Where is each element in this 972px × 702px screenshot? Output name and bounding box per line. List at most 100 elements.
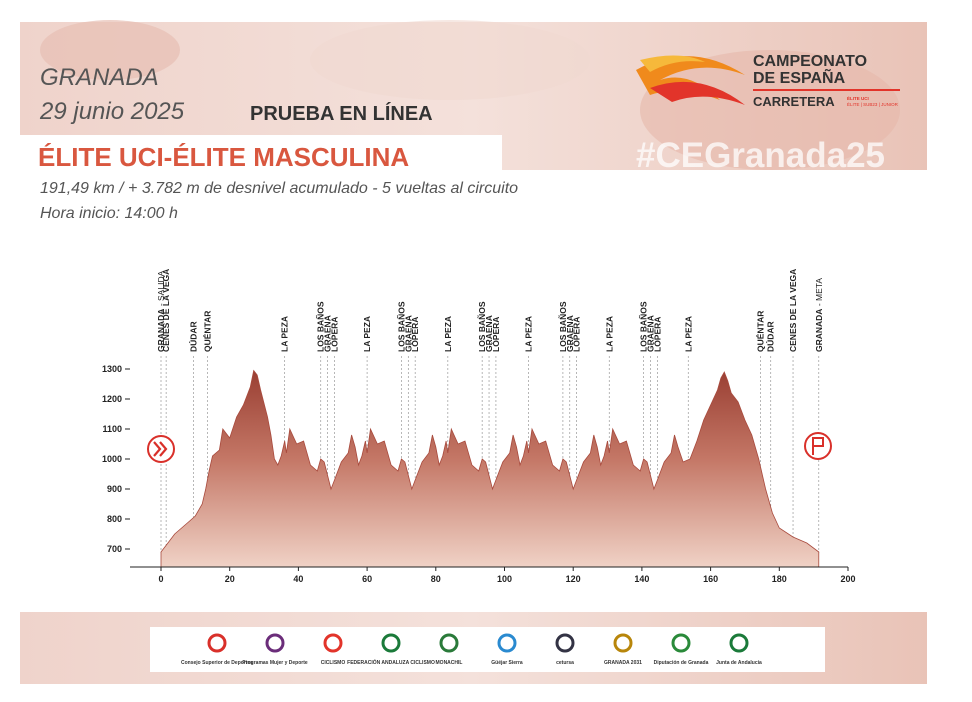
start-time: Hora inicio: 14:00 h [40, 205, 178, 222]
waypoint-name: CENES DE LA VEGA [788, 269, 798, 352]
waypoint-label: GRANADA - META [814, 278, 824, 352]
y-tick-label: 1200 [102, 394, 122, 404]
waypoint-label: LÓPERA [490, 317, 501, 352]
logo-caption: Consejo Superior de Deportes [181, 660, 253, 666]
waypoint-name: LOS BAÑOS [396, 301, 406, 352]
waypoint-note: SALIDA [156, 270, 166, 301]
waypoint-dash: - [814, 301, 824, 309]
y-tick-label: 1300 [102, 364, 122, 374]
logo-text: DE ESPAÑA [753, 67, 846, 87]
city: GRANADA [40, 64, 159, 91]
waypoint-name: DÚDAR [188, 321, 199, 352]
x-tick-label: 180 [772, 574, 787, 584]
waypoint-name: LA PEZA [443, 316, 453, 352]
waypoint-name: GRAENA [484, 315, 494, 352]
waypoint-label: LÓPERA [328, 317, 339, 352]
logo: CAMPEONATO DE ESPAÑA CARRETERA ÉLITE UCI… [636, 53, 900, 109]
finish-icon [804, 432, 832, 460]
y-tick-label: 1100 [102, 424, 122, 434]
waypoint-label: DÚDAR [765, 321, 776, 352]
waypoint-name: LOS BAÑOS [316, 301, 326, 352]
waypoint-label: LOS BAÑOS [558, 301, 568, 352]
logo-caption: FEDERACIÓN ANDALUZA CICLISMO [347, 658, 435, 666]
logo-mark [381, 633, 401, 653]
logo-mark [555, 633, 575, 653]
waypoint-name: LA PEZA [604, 316, 614, 352]
waypoint-name: GRANADA [156, 309, 166, 352]
waypoint-name: LOS BAÑOS [477, 301, 487, 352]
logo-mark [497, 633, 517, 653]
logo-swoosh [640, 55, 705, 72]
category: ÉLITE UCI-ÉLITE MASCULINA [38, 142, 409, 172]
waypoint-name: LÓPERA [409, 317, 420, 352]
logo-mark [265, 633, 285, 653]
waypoint-label: LA PEZA [280, 316, 290, 352]
waypoint-label: LOS BAÑOS [639, 301, 649, 352]
y-tick-label: 700 [107, 544, 122, 554]
x-tick-label: 120 [566, 574, 581, 584]
waypoint-name: LÓPERA [328, 317, 339, 352]
x-tick-label: 100 [497, 574, 512, 584]
waypoint-label: LÓPERA [571, 317, 582, 352]
x-tick-label: 0 [158, 574, 163, 584]
race-type: PRUEBA EN LÍNEA [250, 102, 433, 125]
x-tick-label: 140 [634, 574, 649, 584]
logo-mark [671, 633, 691, 653]
waypoint-label: LÓPERA [651, 317, 662, 352]
waypoint-label: GRAENA [403, 315, 413, 352]
y-tick-label: 800 [107, 514, 122, 524]
waypoint-label: LÓPERA [409, 317, 420, 352]
waypoint-label: LA PEZA [683, 316, 693, 352]
waypoint-name: LA PEZA [362, 316, 372, 352]
waypoint-label: LA PEZA [604, 316, 614, 352]
x-tick-label: 60 [362, 574, 372, 584]
waypoint-label: GRAENA [645, 315, 655, 352]
y-tick-label: 900 [107, 484, 122, 494]
logo-text: CAMPEONATO [753, 53, 867, 70]
logo-caption: Junta de Andalucía [716, 660, 762, 666]
x-tick-label: 40 [293, 574, 303, 584]
y-tick-label: 1000 [102, 454, 122, 464]
category-box [20, 135, 502, 172]
waypoint-name: LÓPERA [571, 317, 582, 352]
waypoint-label: CENES DE LA VEGA [788, 269, 798, 352]
logo-caption: MONACHIL [436, 660, 463, 666]
waypoint-label: DÚDAR [188, 321, 199, 352]
waypoint-name: GRANADA [814, 309, 824, 352]
logo-text: CARRETERA [753, 94, 835, 109]
date: 29 junio 2025 [39, 98, 185, 125]
waypoint-label: GRAENA [565, 315, 575, 352]
waypoint-name: GRAENA [565, 315, 575, 352]
waypoint-name: LA PEZA [683, 316, 693, 352]
waypoint-label: LOS BAÑOS [316, 301, 326, 352]
logo-swoosh [650, 81, 745, 105]
x-tick-label: 200 [840, 574, 855, 584]
waypoint-note: META [814, 278, 824, 301]
waypoint-name: LÓPERA [651, 317, 662, 352]
waypoint-label: LOS BAÑOS [396, 301, 406, 352]
logo-caption: Güéjar Sierra [491, 660, 523, 666]
logo-small: ÉLITE | SUB23 | JUNIOR [847, 101, 899, 107]
start-icon [147, 435, 175, 463]
waypoint-name: DÚDAR [765, 321, 776, 352]
logo-caption: Programas Mujer y Deporte [242, 660, 308, 666]
logo-mark [613, 633, 633, 653]
photo-shape [640, 50, 900, 170]
waypoint-name: GRAENA [645, 315, 655, 352]
logo-mark [729, 633, 749, 653]
waypoint-label: GRAENA [484, 315, 494, 352]
waypoint-label: GRAENA [323, 315, 333, 352]
waypoint-name: GRAENA [323, 315, 333, 352]
waypoint-name: QUÉNTAR [202, 311, 212, 352]
waypoint-label: LOS BAÑOS [477, 301, 487, 352]
waypoint-label: QUÉNTAR [202, 311, 212, 352]
waypoint-name: GRAENA [403, 315, 413, 352]
finish-flag [812, 437, 824, 455]
elevation-area [160, 369, 820, 568]
x-tick-label: 160 [703, 574, 718, 584]
waypoint-label: LA PEZA [524, 316, 534, 352]
waypoint-name: QUÉNTAR [755, 311, 765, 352]
photo-shape [40, 20, 180, 80]
waypoint-name: LOS BAÑOS [639, 301, 649, 352]
